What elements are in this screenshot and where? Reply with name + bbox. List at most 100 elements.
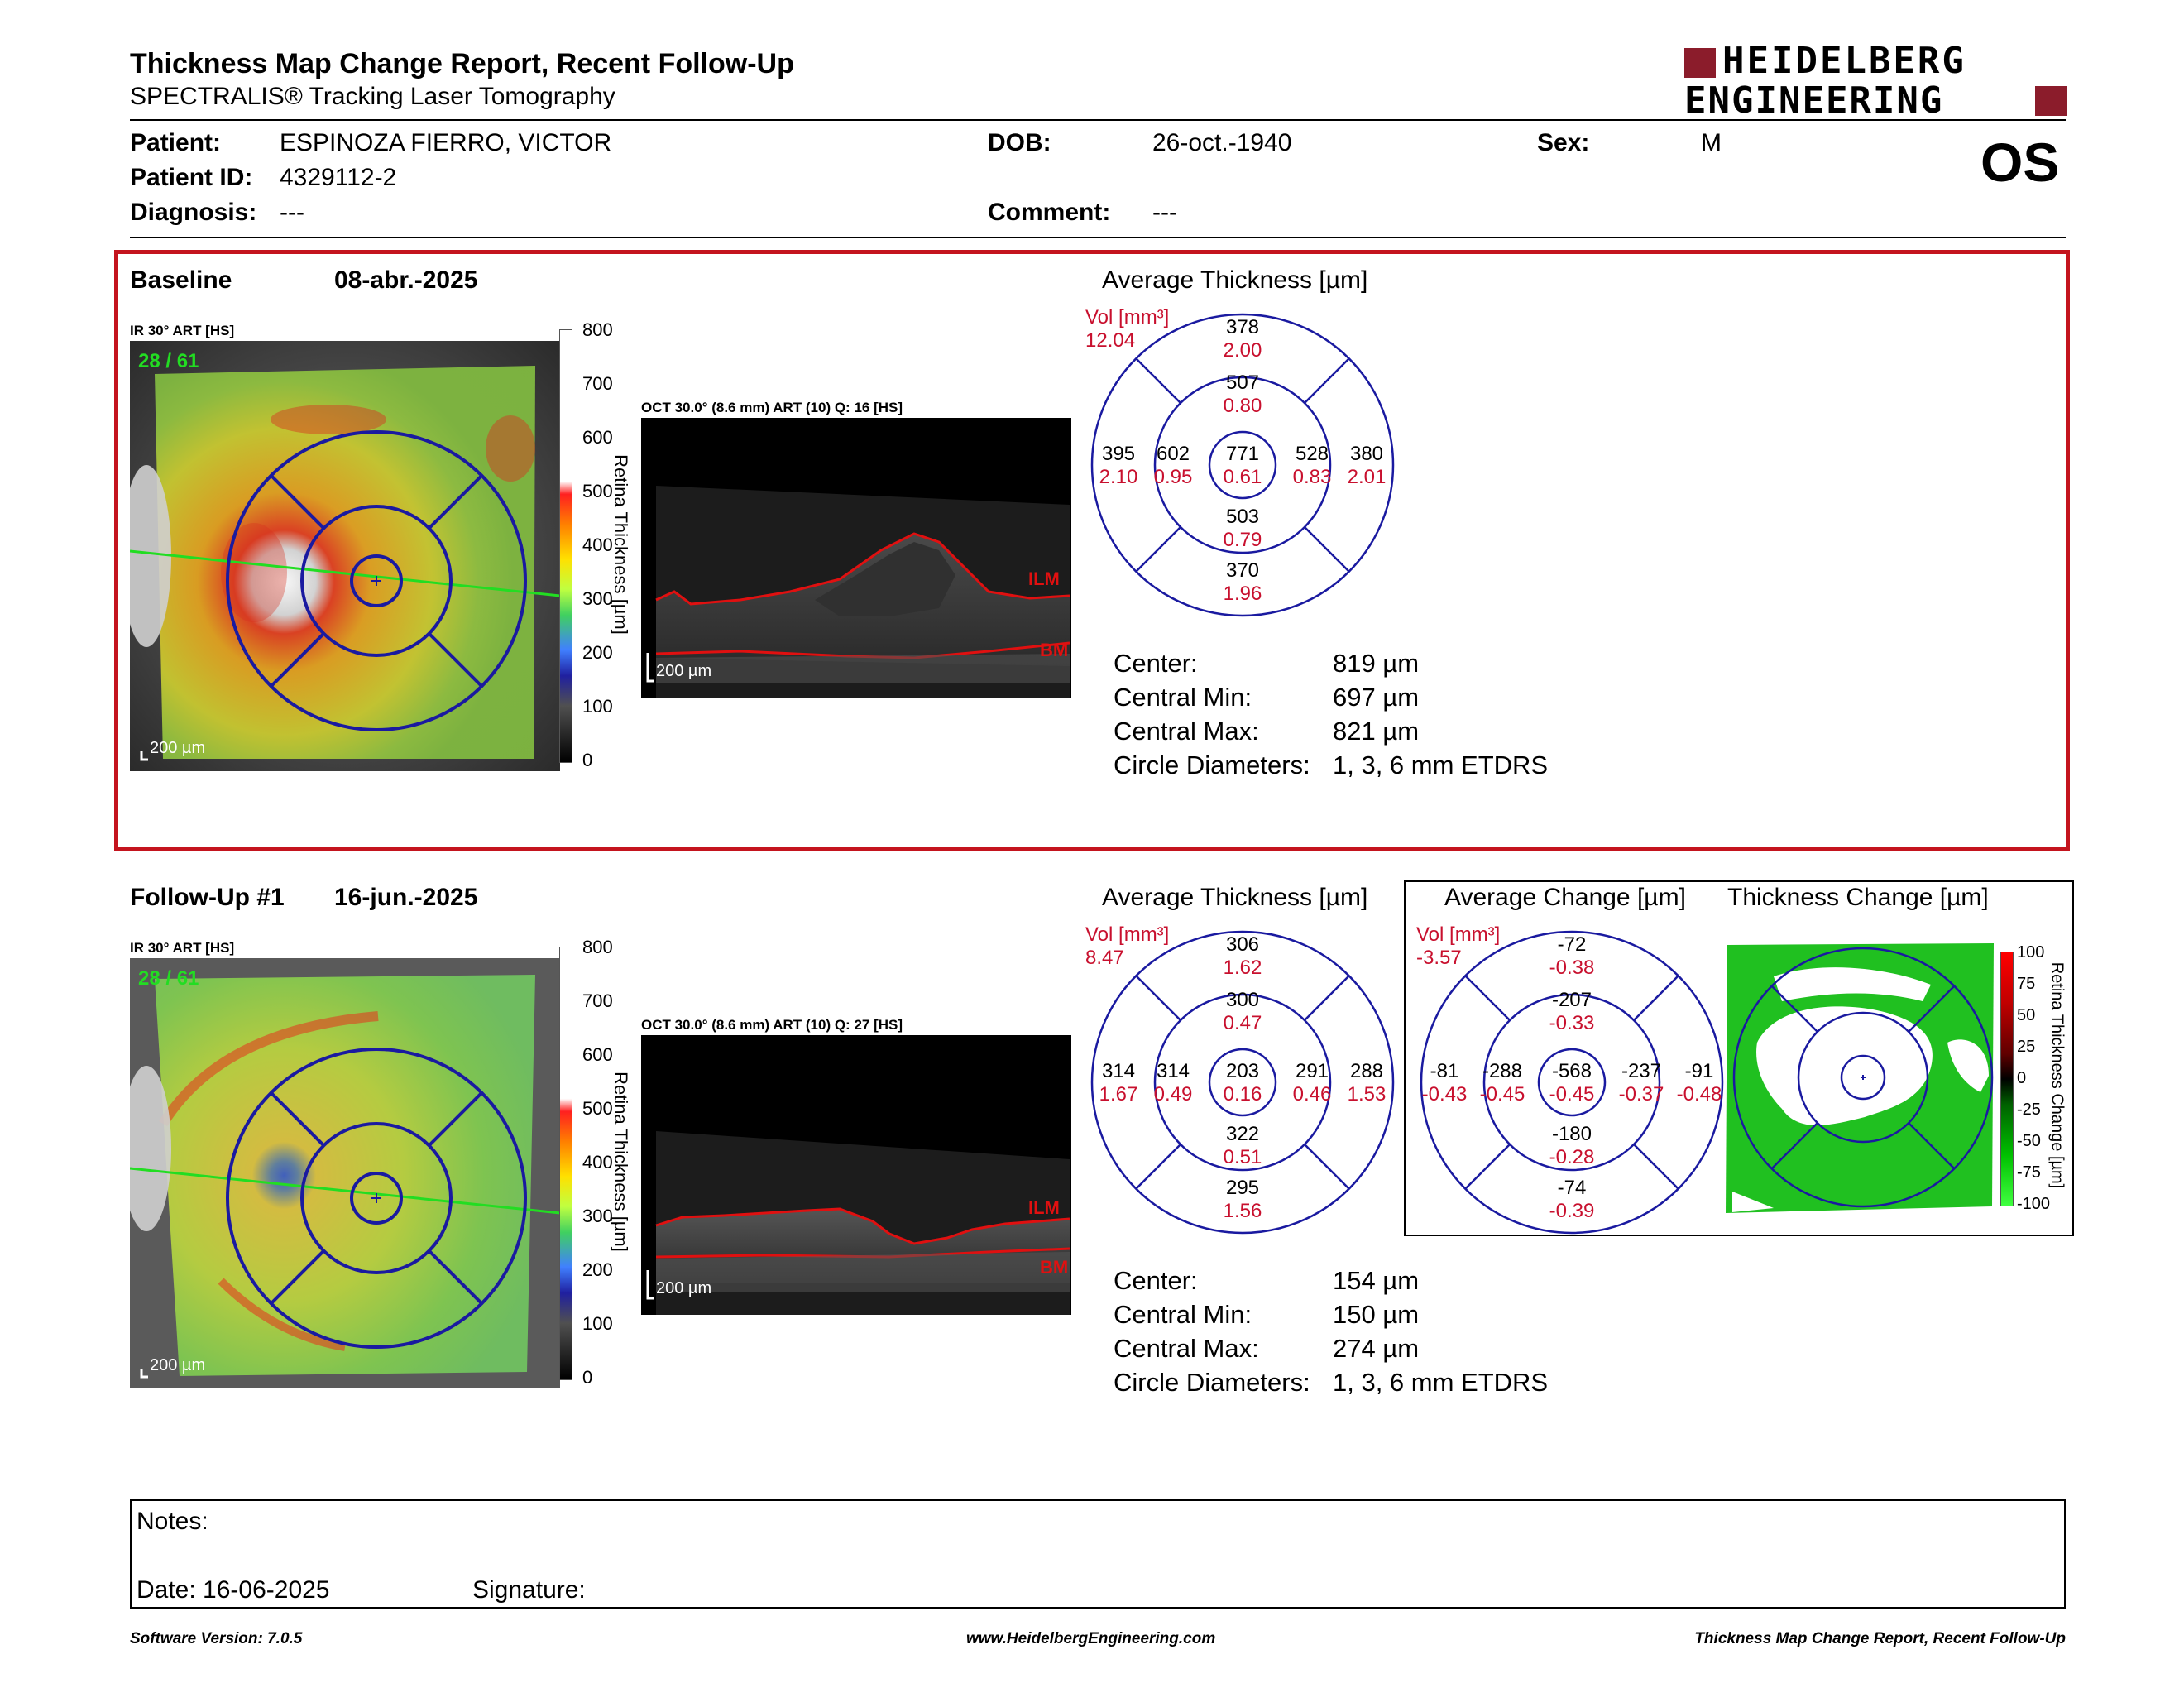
f-inner-inf-thick: 322 [1226,1123,1259,1145]
followup-oct-scale: 200 µm [656,1279,711,1297]
followup-colorbar-ticks: 800 700 600 500 400 300 200 100 0 [582,937,613,1388]
baseline-avg-title: Average Thickness [µm] [1102,266,1368,294]
f-center-vol: 0.16 [1224,1083,1262,1105]
followup-vol-label: Vol [mm³] [1085,923,1170,946]
baseline-center-value: 819 µm [1333,649,1420,678]
b-outer-inf-thick: 370 [1226,559,1259,582]
f-inner-sup-thick: 300 [1226,989,1259,1011]
c-inner-nasal-vol: -0.37 [1619,1083,1664,1105]
followup-vol-total: 8.47 [1085,947,1124,969]
baseline-diam-value: 1, 3, 6 mm ETDRS [1333,750,1549,779]
c-outer-nasal-thick: -91 [1685,1060,1714,1082]
followup-colorbar-title: Retina Thickness [µm] [611,1072,631,1252]
c-inner-inf-vol: -0.28 [1549,1146,1595,1168]
baseline-ilm-label: ILM [1028,568,1060,589]
footer-website[interactable]: www.HeidelbergEngineering.com [966,1630,1216,1647]
c-outer-sup-thick: -72 [1558,933,1587,956]
eye-indicator: OS [1980,132,2060,193]
tchange-title: Thickness Change [µm] [1727,884,1989,911]
followup-diam-value: 1, 3, 6 mm ETDRS [1333,1368,1549,1397]
followup-min-value: 150 µm [1333,1300,1420,1329]
c-inner-inf-thick: -180 [1552,1123,1592,1145]
patient-id-label: Patient ID: [130,164,253,191]
c-inner-sup-vol: -0.33 [1549,1012,1595,1034]
c-inner-sup-thick: -207 [1552,989,1592,1011]
followup-max-value: 274 µm [1333,1334,1420,1363]
f-outer-inf-vol: 1.56 [1224,1200,1262,1222]
baseline-center-label: Center: [1114,649,1198,678]
baseline-colorbar-ticks: 800 700 600 500 400 300 200 100 0 [582,319,613,770]
notes-signature: Signature: [472,1576,586,1604]
baseline-diam-label: Circle Diameters: [1114,750,1310,779]
baseline-colorbar [559,329,572,763]
b-outer-sup-vol: 2.00 [1224,339,1262,362]
heidelberg-logo: HEIDELBERG ENGINEERING [1684,41,2068,121]
c-outer-nasal-vol: -0.48 [1677,1083,1722,1105]
c-inner-temp-vol: -0.45 [1480,1083,1525,1105]
footer-report-name: Thickness Map Change Report, Recent Foll… [1694,1630,2066,1647]
followup-bm-label: BM [1040,1257,1068,1278]
baseline-oct-scale: 200 µm [656,662,711,680]
followup-ir-counter: 28 / 61 [138,967,199,990]
c-center-vol: -0.45 [1549,1083,1595,1105]
f-outer-nasal-vol: 1.53 [1348,1083,1387,1105]
diagnosis-label: Diagnosis: [130,199,257,226]
patient-name: ESPINOZA FIERRO, VICTOR [280,129,612,156]
b-inner-nasal-thick: 528 [1296,443,1329,465]
baseline-scale: 200 µm [150,739,205,757]
patient-label: Patient: [130,129,222,156]
b-inner-temp-thick: 602 [1157,443,1190,465]
followup-scale: 200 µm [150,1356,205,1374]
followup-oct-scan: ILM BM 200 µm [641,1035,1071,1315]
followup-max-label: Central Max: [1114,1334,1259,1363]
patient-id: 4329112-2 [280,164,397,191]
c-inner-temp-thick: -288 [1482,1060,1522,1082]
b-inner-sup-vol: 0.80 [1224,395,1262,417]
b-outer-temp-vol: 2.10 [1099,466,1138,488]
notes-box[interactable] [130,1499,2066,1609]
logo-line1: HEIDELBERG [1722,40,1966,82]
baseline-oct-label: OCT 30.0° (8.6 mm) ART (10) Q: 16 [HS] [641,400,903,415]
baseline-min-value: 697 µm [1333,683,1420,712]
b-inner-sup-thick: 507 [1226,372,1259,394]
baseline-etdrs-overlay [226,430,527,731]
b-outer-sup-thick: 378 [1226,316,1259,338]
b-outer-nasal-thick: 380 [1350,443,1383,465]
baseline-thickness-map: 28 / 61 200 µm [130,341,560,771]
f-outer-temp-vol: 1.67 [1099,1083,1138,1105]
f-inner-temp-vol: 0.49 [1154,1083,1193,1105]
b-center-vol: 0.61 [1224,466,1262,488]
baseline-etdrs-grid: 378 2.00 507 0.80 395 2.10 602 0.95 771 … [1090,313,1395,617]
followup-label: Follow-Up #1 [130,884,285,911]
f-inner-temp-thick: 314 [1157,1060,1190,1082]
followup-etdrs-grid: 306 1.62 300 0.47 314 1.67 314 0.49 203 … [1090,930,1395,1235]
baseline-ir-counter: 28 / 61 [138,350,199,372]
followup-diam-label: Circle Diameters: [1114,1368,1310,1397]
f-outer-sup-thick: 306 [1226,933,1259,956]
b-inner-temp-vol: 0.95 [1154,466,1193,488]
report-title: Thickness Map Change Report, Recent Foll… [130,48,794,79]
tchange-colorbar [2000,952,2014,1206]
followup-avg-title: Average Thickness [µm] [1102,884,1368,911]
change-frame [1404,880,2074,1236]
diagnosis-value: --- [280,199,304,226]
change-etdrs-grid: -72 -0.38 -207 -0.33 -81 -0.43 -288 -0.4… [1420,930,1724,1235]
baseline-vol-total: 12.04 [1085,329,1136,352]
followup-ir-label: IR 30° ART [HS] [130,940,235,956]
followup-thickness-map: 28 / 61 200 µm [130,958,560,1388]
baseline-frame [114,250,2070,851]
baseline-ir-label: IR 30° ART [HS] [130,323,235,338]
b-inner-inf-vol: 0.79 [1224,529,1262,551]
baseline-max-value: 821 µm [1333,717,1420,746]
f-center-thick: 203 [1226,1060,1259,1082]
baseline-min-label: Central Min: [1114,683,1252,712]
followup-ilm-label: ILM [1028,1197,1060,1218]
b-inner-inf-thick: 503 [1226,506,1259,528]
report-subtitle: SPECTRALIS® Tracking Laser Tomography [130,83,615,110]
followup-min-label: Central Min: [1114,1300,1252,1329]
baseline-label: Baseline [130,266,232,294]
footer-software-version: Software Version: 7.0.5 [130,1630,303,1647]
c-inner-nasal-thick: -237 [1621,1060,1661,1082]
followup-date: 16-jun.-2025 [334,884,478,911]
followup-oct-label: OCT 30.0° (8.6 mm) ART (10) Q: 27 [HS] [641,1017,903,1033]
